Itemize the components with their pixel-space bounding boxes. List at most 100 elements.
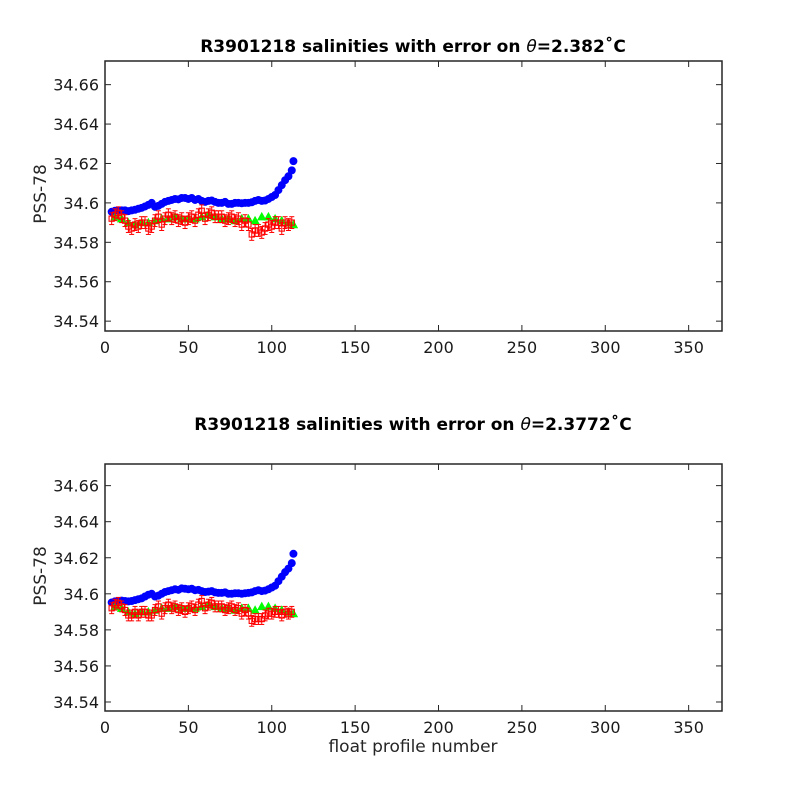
- top-chart-ytick-label: 34.66: [53, 76, 99, 95]
- bottom-chart-red-point: [285, 607, 292, 620]
- top-chart-red-point: [171, 210, 179, 224]
- top-chart-ytick-label: 34.62: [53, 154, 99, 173]
- top-chart-red-point: [151, 214, 159, 228]
- top-chart-red-point: [135, 220, 142, 233]
- bottom-chart-red-point: [195, 598, 202, 611]
- bottom-chart-red-point: [115, 596, 122, 609]
- bottom-chart-red-point: [141, 605, 149, 618]
- top-chart-red-point: [115, 206, 122, 220]
- bottom-chart-red-point: [201, 602, 209, 615]
- top-chart-xtick-label: 100: [256, 338, 287, 357]
- bottom-chart-ytick-label: 34.54: [53, 693, 99, 712]
- top-chart-green-point: [257, 211, 267, 221]
- top-chart-title: R3901218 salinities with error on θ=2.38…: [200, 35, 626, 57]
- bottom-chart-series-square-errorbar: [108, 595, 295, 627]
- top-chart-xtick-label: 300: [590, 338, 621, 357]
- top-chart-ytick-label: 34.64: [53, 115, 99, 134]
- bottom-chart-red-point: [268, 607, 275, 620]
- bottom-chart-red-point: [118, 600, 125, 613]
- top-chart-red-point: [178, 212, 185, 226]
- bottom-chart-red-point: [175, 604, 182, 616]
- top-chart-red-point: [288, 216, 295, 230]
- bottom-chart-red-point: [131, 605, 139, 618]
- bottom-chart-red-point: [168, 602, 175, 615]
- top-chart-blue-point: [289, 157, 298, 166]
- top-chart-red-point: [228, 210, 235, 224]
- bottom-chart-red-point: [188, 600, 195, 613]
- bottom-chart-red-point: [278, 609, 285, 622]
- top-chart-red-point: [245, 218, 252, 231]
- bottom-chart-red-point: [221, 604, 229, 616]
- top-chart-red-point: [201, 212, 209, 226]
- top-chart-xtick-label: 150: [340, 338, 371, 357]
- bottom-chart-series-circle: [107, 549, 298, 607]
- bottom-chart-xtick-label: 200: [423, 718, 454, 737]
- top-chart-red-point: [268, 220, 275, 233]
- bottom-chart-xtick-label: 300: [590, 718, 621, 737]
- bottom-chart-red-point: [205, 598, 212, 611]
- bottom-chart-xlabel: float profile number: [328, 737, 497, 757]
- top-chart-red-point: [145, 222, 152, 235]
- top-chart: R3901218 salinities with error on θ=2.38…: [31, 35, 723, 357]
- bottom-chart-xtick-label: 350: [673, 718, 704, 737]
- bottom-chart-red-point: [228, 600, 235, 613]
- top-chart-red-point: [188, 210, 195, 224]
- top-chart-series-square-errorbar: [108, 204, 295, 241]
- bottom-chart-red-point: [165, 598, 172, 611]
- top-chart-red-point: [261, 222, 269, 235]
- bottom-chart-ytick-label: 34.64: [53, 513, 99, 532]
- top-chart-red-point: [125, 220, 132, 233]
- bottom-chart-frame: [104, 463, 723, 712]
- top-chart-red-point: [195, 208, 202, 222]
- top-chart-red-point: [285, 218, 292, 231]
- top-chart-red-point: [238, 218, 245, 231]
- top-chart-red-point: [185, 212, 192, 226]
- top-chart-red-point: [111, 208, 119, 222]
- bottom-chart-red-point: [181, 605, 189, 618]
- bottom-chart-red-point: [178, 602, 185, 615]
- bottom-chart-ytick-label: 34.56: [53, 657, 99, 676]
- bottom-chart-red-point: [185, 602, 192, 615]
- top-chart-red-point: [161, 212, 169, 226]
- top-chart-red-point: [281, 216, 289, 230]
- top-chart-red-point: [231, 214, 239, 228]
- top-chart-series-circle: [107, 157, 298, 216]
- bottom-chart-red-point: [281, 605, 289, 618]
- top-chart-axes: 0 50 100 150 200 250 300 350 34.54 34.56 34.58 34.6…: [53, 61, 722, 357]
- bottom-chart-ytick-label: 34.66: [53, 477, 99, 496]
- bottom-chart-red-point: [161, 602, 169, 615]
- top-chart-ylabel: PSS-78: [31, 164, 51, 224]
- top-chart-xtick-label: 200: [423, 338, 454, 357]
- top-chart-red-point: [241, 214, 249, 228]
- top-chart-ytick-label: 34.54: [53, 312, 99, 331]
- top-chart-blue-point: [287, 166, 296, 175]
- top-chart-xtick-label: 50: [178, 338, 198, 357]
- bottom-chart-red-point: [248, 614, 255, 627]
- top-chart-frame: [104, 60, 723, 332]
- top-chart-red-point: [248, 228, 255, 241]
- top-chart-blue-point: [284, 172, 293, 181]
- bottom-chart-red-point: [258, 613, 265, 625]
- bottom-chart: R3901218 salinities with error on θ=2.37…: [31, 413, 723, 757]
- bottom-chart-green-point: [257, 601, 267, 611]
- bottom-chart-red-point: [208, 596, 215, 609]
- bottom-chart-ytick-label: 34.6: [63, 585, 99, 604]
- top-chart-red-point: [221, 214, 229, 228]
- bottom-chart-xtick-label: 0: [100, 718, 110, 737]
- bottom-chart-red-point: [108, 602, 115, 615]
- bottom-chart-red-point: [218, 600, 225, 613]
- bottom-chart-axes: 0 50 100 150 200 250 300 350 34.54 34.56 34.58 34.6…: [53, 464, 722, 737]
- top-chart-red-point: [205, 208, 212, 222]
- top-chart-red-point: [108, 212, 115, 226]
- bottom-chart-red-point: [275, 605, 282, 618]
- bottom-chart-red-point: [135, 609, 142, 622]
- bottom-chart-red-point: [261, 609, 269, 622]
- bottom-chart-title: R3901218 salinities with error on θ=2.37…: [194, 413, 631, 435]
- bottom-chart-xtick-label: 100: [256, 718, 287, 737]
- bottom-chart-red-point: [171, 600, 179, 613]
- top-chart-red-point: [225, 212, 232, 226]
- top-chart-red-point: [265, 218, 272, 231]
- top-chart-red-point: [181, 216, 189, 230]
